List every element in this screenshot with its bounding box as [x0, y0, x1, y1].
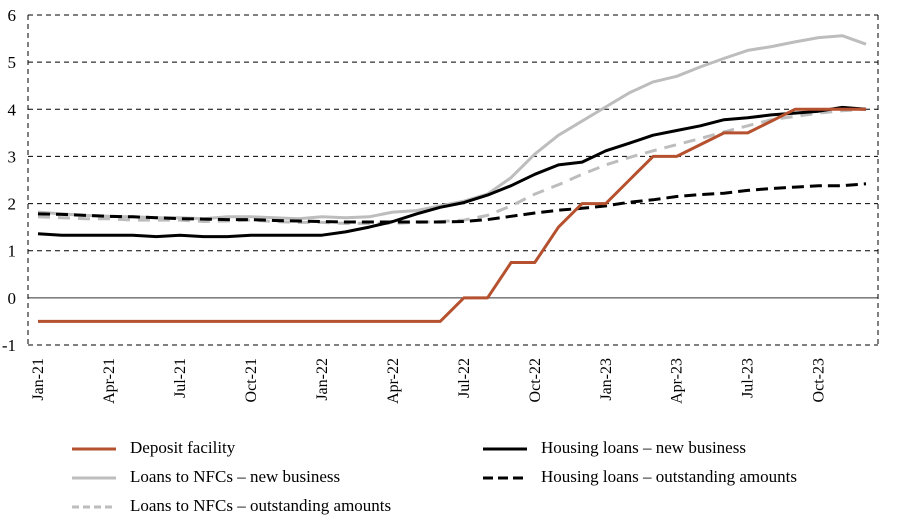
x-axis-ticks: Jan-21 Apr-21 Jul-21 Oct-21 Jan-22 Apr-22 Jul-… — [30, 358, 828, 404]
series-housing-loans-outstanding-amounts — [37, 182, 867, 224]
y-axis-ticks: 6 5 4 3 2 1 0 -1 — [2, 6, 17, 355]
x-tick-label: Jul-22 — [456, 358, 473, 398]
series-loans-to-nfcs-outstanding-amounts — [37, 107, 867, 225]
series-deposit-facility — [38, 107, 866, 323]
y-tick-label: 6 — [8, 6, 17, 25]
legend-label: Loans to NFCs – outstanding amounts — [130, 496, 392, 515]
x-tick-label: Jul-23 — [740, 358, 757, 398]
legend-item-nfc-new-business: Loans to NFCs – new business — [72, 465, 340, 489]
line-chart: 6 5 4 3 2 1 0 -1 Jan-21 Apr-21 Jul-21 Oct-21 Jan-22… — [2, 6, 879, 404]
y-tick-label: 3 — [8, 147, 17, 166]
y-tick-label: 5 — [8, 53, 17, 72]
legend-swatch-solid-rust — [72, 442, 116, 454]
legend-label: Housing loans – outstanding amounts — [541, 467, 797, 486]
y-tick-label: 2 — [8, 195, 17, 214]
legend-swatch-dashed-grey — [72, 500, 116, 512]
x-tick-label: Oct-21 — [243, 358, 260, 402]
y-tick-label: 0 — [8, 289, 17, 308]
gridlines — [27, 14, 879, 346]
legend-label: Deposit facility — [130, 438, 236, 457]
x-tick-label: Apr-22 — [385, 358, 402, 404]
x-tick-label: Apr-21 — [101, 358, 118, 404]
x-tick-label: Apr-23 — [669, 358, 686, 404]
x-tick-label: Jan-22 — [314, 358, 331, 401]
legend: Deposit facility Housing loans – new bus… — [0, 432, 900, 521]
legend-item-deposit-facility: Deposit facility — [72, 436, 235, 460]
legend-item-housing-outstanding: Housing loans – outstanding amounts — [483, 465, 797, 489]
x-tick-label: Jul-21 — [172, 358, 189, 398]
legend-swatch-solid-grey — [72, 471, 116, 483]
legend-swatch-solid-black — [483, 442, 527, 454]
series-lines — [37, 34, 867, 323]
x-tick-label: Oct-22 — [527, 358, 544, 402]
x-tick-label: Oct-23 — [811, 358, 828, 402]
y-tick-label: 4 — [8, 100, 17, 119]
x-tick-label: Jan-21 — [30, 358, 47, 401]
legend-label: Loans to NFCs – new business — [130, 467, 341, 486]
series-housing-loans-new-business — [37, 105, 867, 239]
legend-label: Housing loans – new business — [541, 438, 746, 457]
y-tick-label: 1 — [8, 242, 17, 261]
legend-swatch-dashed-black — [483, 471, 527, 483]
x-tick-label: Jan-23 — [598, 358, 615, 401]
legend-item-housing-new-business: Housing loans – new business — [483, 436, 746, 460]
y-tick-label: -1 — [2, 336, 16, 355]
legend-item-nfc-outstanding: Loans to NFCs – outstanding amounts — [72, 494, 391, 518]
